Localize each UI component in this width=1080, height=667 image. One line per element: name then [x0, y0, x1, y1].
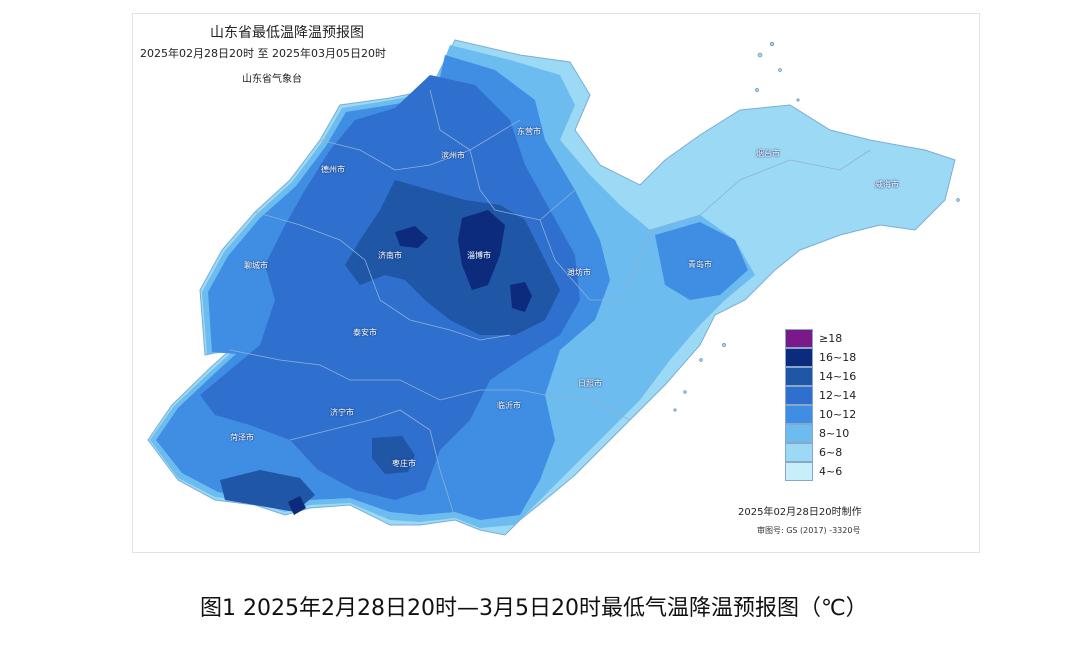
band-16-18-weifang	[510, 282, 532, 312]
city-label-dezhou: 德州市	[321, 165, 345, 174]
legend-item: 16~18	[785, 348, 856, 367]
city-label-yantai: 烟台市	[756, 149, 780, 158]
city-label-zibo: 淄博市	[467, 251, 491, 260]
legend-label: 6~8	[819, 446, 843, 459]
legend-swatch	[785, 443, 813, 462]
city-label-jining: 济宁市	[330, 408, 354, 417]
legend-item: 12~14	[785, 386, 856, 405]
legend-swatch	[785, 348, 813, 367]
figure-caption: 图1 2025年2月28日20时—3月5日20时最低气温降温预报图（℃）	[200, 596, 868, 621]
legend-item: 4~6	[785, 462, 842, 481]
legend-label: 12~14	[819, 389, 857, 402]
city-label-heze: 菏泽市	[230, 433, 254, 442]
city-label-qingdao: 青岛市	[688, 260, 712, 269]
legend-item: 10~12	[785, 405, 856, 424]
map-subtitle: 2025年02月28日20时 至 2025年03月05日20时	[140, 47, 386, 60]
islands	[673, 41, 960, 412]
city-label-weifang: 潍坊市	[567, 268, 591, 277]
band-10-12-qingdao	[655, 222, 748, 300]
legend-label: ≥18	[819, 332, 843, 345]
city-label-binzhou: 滨州市	[441, 151, 465, 160]
city-label-taian: 泰安市	[353, 328, 377, 337]
city-label-weihai: 威海市	[875, 180, 899, 189]
legend-swatch	[785, 367, 813, 386]
legend-item: ≥18	[785, 329, 842, 348]
city-label-dongying: 东营市	[517, 127, 541, 136]
map-agency: 山东省气象台	[242, 74, 302, 85]
band-14-16-zaozhuang	[372, 436, 415, 474]
city-label-jinan: 济南市	[378, 251, 402, 260]
city-label-rizhao: 日照市	[578, 379, 602, 388]
city-label-liaocheng: 聊城市	[244, 261, 268, 270]
band-16-18-jinan	[395, 226, 428, 248]
review-number: 审图号: GS (2017) -3320号	[757, 526, 861, 535]
city-label-zaozhuang: 枣庄市	[392, 459, 416, 468]
legend-item: 6~8	[785, 443, 842, 462]
legend-swatch	[785, 462, 813, 481]
band-12-14	[200, 75, 580, 500]
city-boundaries	[229, 89, 871, 519]
map-title: 山东省最低温降温预报图	[210, 25, 364, 41]
band-14-16	[345, 180, 560, 335]
legend-swatch	[785, 386, 813, 405]
made-time: 2025年02月28日20时制作	[738, 507, 862, 518]
city-label-linyi: 临沂市	[497, 401, 521, 410]
legend-label: 14~16	[819, 370, 857, 383]
legend-label: 16~18	[819, 351, 857, 364]
legend-label: 10~12	[819, 408, 857, 421]
legend-swatch	[785, 405, 813, 424]
legend-swatch	[785, 424, 813, 443]
legend-label: 8~10	[819, 427, 850, 440]
band-16-18-south	[288, 496, 306, 515]
legend-label: 4~6	[819, 465, 843, 478]
band-16-18-zibo	[458, 210, 505, 290]
legend-swatch	[785, 329, 813, 348]
legend-item: 14~16	[785, 367, 856, 386]
legend-item: 8~10	[785, 424, 849, 443]
